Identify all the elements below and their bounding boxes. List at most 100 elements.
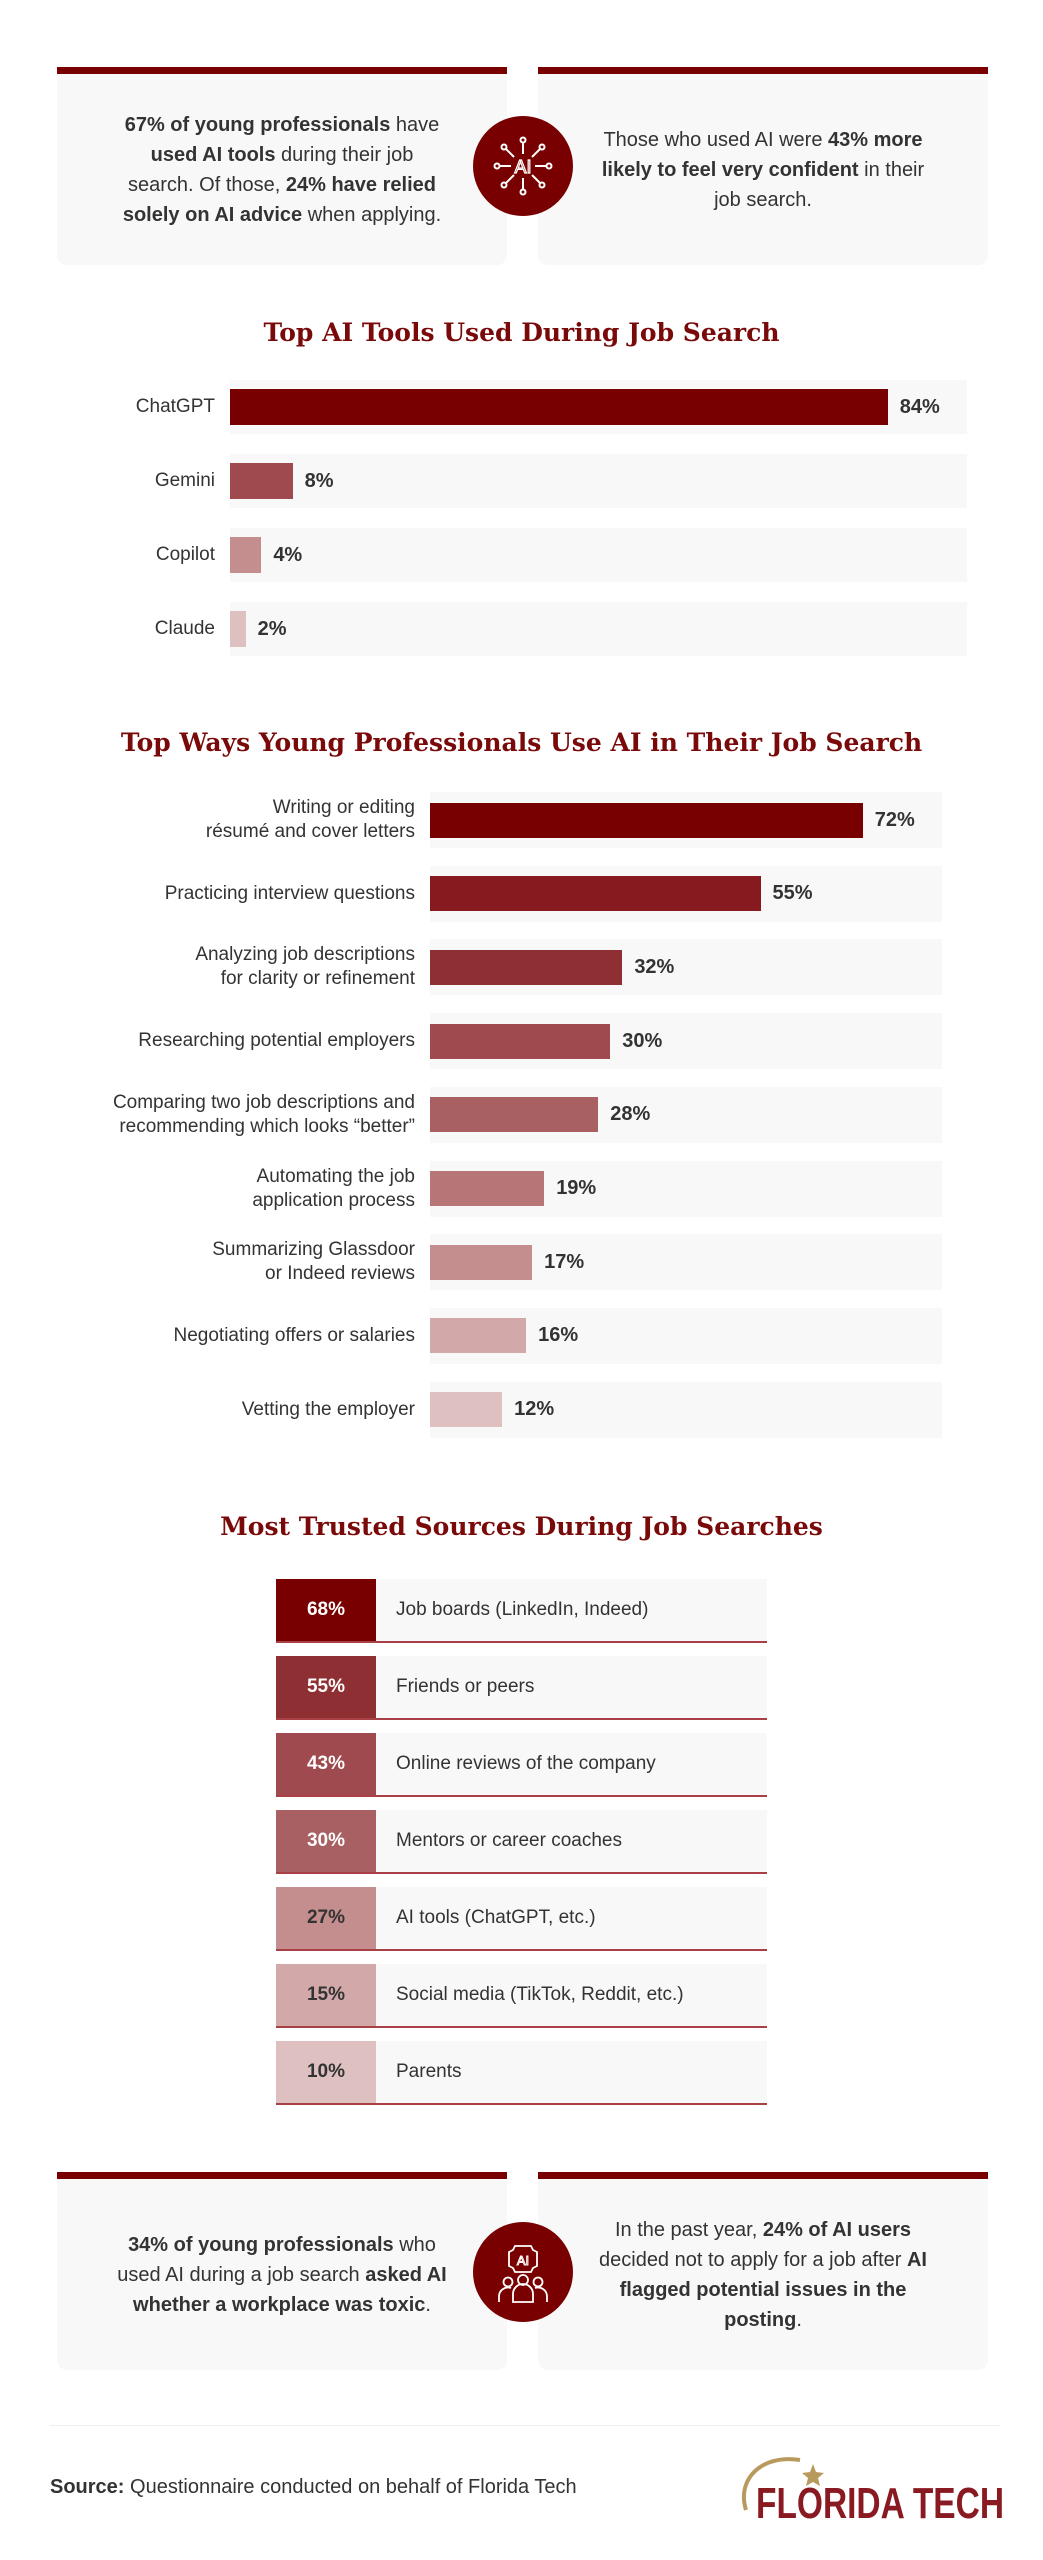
bar-value-label: 19% <box>556 1177 597 1199</box>
bar <box>430 1244 533 1280</box>
table-row: 27% AI tools (ChatGPT, etc.) <box>276 1887 767 1951</box>
stat-highlight: 43% more likely to feel very confident <box>601 128 923 181</box>
bar-value-label: 4% <box>273 543 303 566</box>
bar-value-label: 28% <box>610 1103 651 1126</box>
source-percent-cell: 43% <box>276 1733 376 1795</box>
bar-value-label: 32% <box>634 955 675 978</box>
bar <box>230 389 888 425</box>
stat-text: 34% of young professionals who used AI d… <box>117 2230 447 2320</box>
bar-value-label: 17% <box>544 1250 585 1273</box>
stat-card-ai-usage: 67% of young professionals have used AI … <box>57 67 507 265</box>
source-name: AI tools (ChatGPT, etc.) <box>396 1907 596 1928</box>
table-row: 10% Parents <box>276 2041 767 2105</box>
bar-category-label: Claude <box>154 618 215 639</box>
stat-card-confidence: Those who used AI were 43% more likely t… <box>538 67 988 265</box>
stat-highlight: 67% of young professionals <box>124 113 391 136</box>
source-note: Source: Questionnaire conducted on behal… <box>50 2476 577 2499</box>
source-name: Online reviews of the company <box>396 1753 656 1774</box>
bar-row-background <box>230 602 967 656</box>
source-percent-cell: 55% <box>276 1656 376 1718</box>
source-percent-cell: 68% <box>276 1579 376 1641</box>
stat-card-toxic-workplace: 34% of young professionals who used AI d… <box>57 2172 507 2370</box>
stat-text-part: in their job search. <box>714 158 925 211</box>
stat-text: In the past year, 24% of AI users decide… <box>598 2215 928 2335</box>
bar-category-label: ChatGPT <box>135 396 215 417</box>
stat-text-part: . <box>796 2308 802 2331</box>
bar-category-label: Automating the job application process <box>252 1165 415 1211</box>
bar-value-label: 2% <box>257 617 287 640</box>
stat-text-part: Those who used AI were <box>603 128 829 151</box>
bar-value-label: 16% <box>538 1324 579 1347</box>
bar-category-label: Vetting the employer <box>241 1398 415 1420</box>
source-percent-cell: 27% <box>276 1887 376 1949</box>
source-name: Friends or peers <box>396 1676 535 1697</box>
stat-highlight: asked AI whether a workplace was toxic <box>133 2263 447 2316</box>
stat-text-part: decided not to apply for a job after <box>599 2248 907 2271</box>
bar-value-label: 55% <box>772 882 813 905</box>
bar-value-label: 30% <box>622 1029 663 1052</box>
source-name: Job boards (LinkedIn, Indeed) <box>396 1599 649 1620</box>
bar <box>430 1318 527 1354</box>
stat-text-part: during their job search. Of those, <box>128 143 414 196</box>
bar-row-background <box>430 1381 942 1438</box>
bar-category-label: Writing or editing résumé and cover lett… <box>205 797 415 842</box>
ai-team-icon: AI <box>473 2222 573 2322</box>
stat-card-flagged-postings: In the past year, 24% of AI users decide… <box>538 2172 988 2370</box>
bar-category-label: Summarizing Glassdoor or Indeed reviews <box>212 1239 415 1285</box>
bar-value-label: 84% <box>899 395 940 418</box>
bar-category-label: Copilot <box>155 544 215 565</box>
bar <box>430 1392 503 1428</box>
table-row: 68% Job boards (LinkedIn, Indeed) <box>276 1579 767 1643</box>
table-row: 30% Mentors or career coaches <box>276 1810 767 1874</box>
bar <box>230 463 293 499</box>
stat-highlight: used AI tools <box>150 143 276 166</box>
stat-highlight: 24% of AI users <box>762 2218 912 2241</box>
stat-text-part: who used AI during a job search <box>117 2233 436 2286</box>
stat-highlight: 34% of young professionals <box>128 2233 394 2256</box>
source-name: Mentors or career coaches <box>396 1830 622 1851</box>
bar <box>430 949 623 985</box>
stat-text: Those who used AI were 43% more likely t… <box>598 125 928 215</box>
bar <box>430 1097 599 1133</box>
bar-category-label: Researching potential employers <box>138 1030 415 1052</box>
stat-text-part: when applying. <box>302 203 442 226</box>
source-text: Questionnaire conducted on behalf of Flo… <box>124 2476 577 2498</box>
bar <box>430 1171 545 1206</box>
bar-value-label: 72% <box>874 808 915 831</box>
source-percent-cell: 30% <box>276 1810 376 1872</box>
svg-text:FLORIDA TECH: FLORIDA TECH <box>756 2479 1004 2522</box>
bar <box>230 611 246 647</box>
bar <box>430 802 863 838</box>
footer-divider <box>50 2425 1000 2426</box>
stat-text-part: In the past year, <box>614 2218 763 2241</box>
bar-category-label: Gemini <box>154 470 215 491</box>
stat-text: 67% of young professionals have used AI … <box>117 110 447 230</box>
stat-text-part: have <box>390 113 440 136</box>
stat-highlight: AI flagged potential issues in the posti… <box>619 2248 927 2331</box>
table-row: 55% Friends or peers <box>276 1656 767 1720</box>
table-row: 43% Online reviews of the company <box>276 1733 767 1797</box>
svg-text:AI: AI <box>514 157 531 177</box>
bar <box>230 537 262 573</box>
chart-title-trusted-sources: Most Trusted Sources During Job Searches <box>220 1512 823 1541</box>
florida-tech-logo: FLORIDA TECH <box>738 2448 1008 2528</box>
bar-value-label: 12% <box>514 1398 555 1421</box>
chart-title-ai-uses: Top Ways Young Professionals Use AI in T… <box>120 728 923 757</box>
chart-title-ai-tools: Top AI Tools Used During Job Search <box>263 318 780 347</box>
source-name: Parents <box>396 2061 462 2082</box>
table-row: 15% Social media (TikTok, Reddit, etc.) <box>276 1964 767 2028</box>
bar-value-label: 8% <box>304 469 334 492</box>
source-percent-cell: 10% <box>276 2041 376 2103</box>
bar <box>430 876 761 912</box>
stat-text-part: . <box>425 2293 431 2316</box>
stat-highlight: 24% have relied solely on AI advice <box>122 173 436 226</box>
bar-category-label: Comparing two job descriptions and recom… <box>112 1091 415 1137</box>
bar-category-label: Analyzing job descriptions for clarity o… <box>195 944 415 990</box>
source-label: Source: <box>50 2476 125 2498</box>
bar-row-background <box>230 454 967 508</box>
source-name: Social media (TikTok, Reddit, etc.) <box>396 1984 684 2005</box>
svg-text:AI: AI <box>517 2253 529 2268</box>
bar-category-label: Practicing interview questions <box>164 882 415 904</box>
ai-network-icon: AI <box>473 116 573 216</box>
source-percent-cell: 15% <box>276 1964 376 2026</box>
